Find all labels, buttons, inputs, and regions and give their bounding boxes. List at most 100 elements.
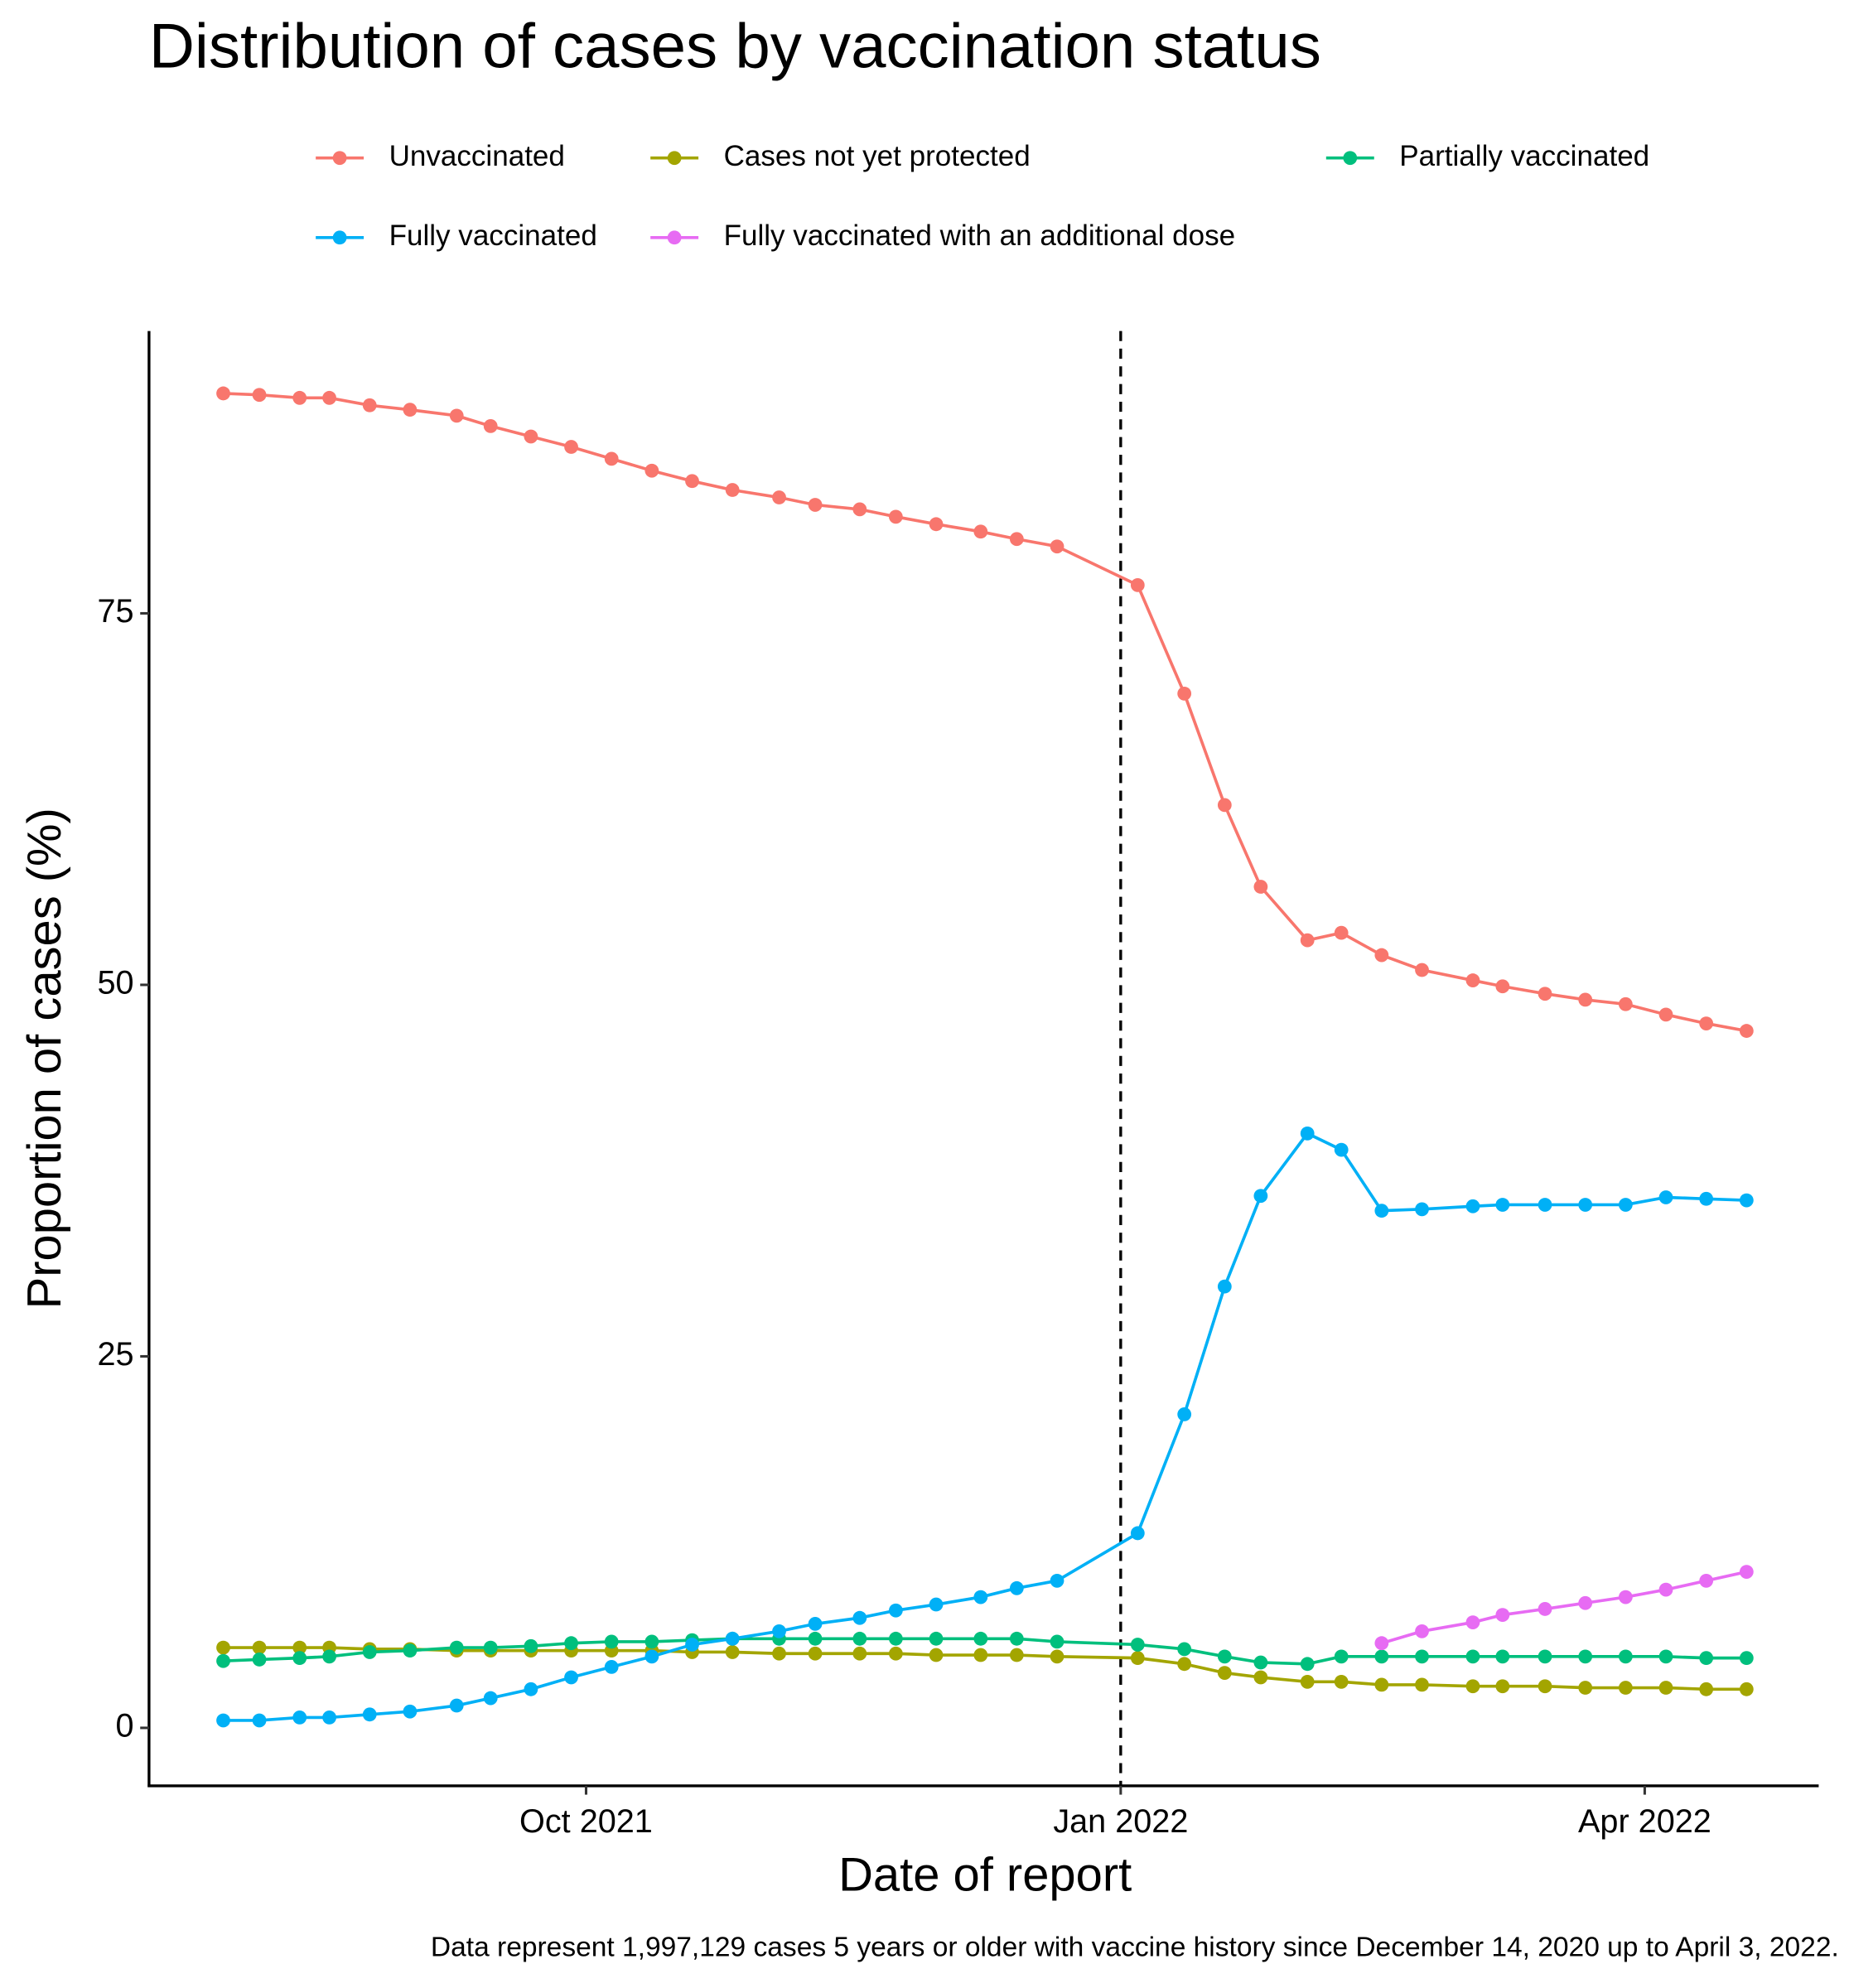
data-point	[322, 1649, 336, 1664]
data-point	[1618, 1198, 1633, 1212]
y-tick-label: 0	[116, 1707, 134, 1744]
data-point	[1374, 1649, 1389, 1664]
data-point	[252, 388, 267, 403]
data-point	[252, 1653, 267, 1667]
data-point	[1253, 1670, 1268, 1685]
data-point	[808, 1631, 823, 1646]
data-point	[929, 1648, 944, 1662]
data-point	[1465, 973, 1480, 987]
series-line	[223, 1132, 1747, 1722]
data-point	[1050, 539, 1065, 554]
data-point	[929, 1597, 944, 1612]
data-point	[1415, 1624, 1429, 1638]
data-point	[644, 463, 659, 478]
data-point	[483, 1691, 498, 1706]
legend-label: Fully vaccinated	[389, 220, 597, 252]
data-point	[362, 1707, 377, 1722]
data-point	[1177, 1657, 1192, 1672]
data-point	[1130, 1526, 1145, 1541]
data-point	[808, 498, 823, 512]
data-point	[644, 1649, 659, 1664]
data-point	[292, 1651, 307, 1666]
data-point	[1217, 1666, 1232, 1680]
data-point	[1578, 1681, 1593, 1695]
data-point	[1618, 1681, 1633, 1695]
data-point	[564, 1636, 578, 1651]
data-point	[1050, 1634, 1065, 1649]
data-point	[973, 1590, 988, 1604]
data-point	[1578, 1595, 1593, 1610]
data-point	[322, 390, 336, 405]
data-point	[1050, 1649, 1065, 1664]
data-point	[252, 1640, 267, 1655]
data-point	[1699, 1682, 1714, 1696]
data-point	[1538, 987, 1552, 1001]
y-tick-label: 25	[98, 1336, 134, 1373]
data-point	[1465, 1199, 1480, 1214]
x-axis-label: Date of report	[838, 1849, 1132, 1902]
data-point	[1415, 1649, 1429, 1664]
data-point	[644, 1634, 659, 1649]
data-point	[685, 474, 699, 489]
data-point	[449, 408, 464, 423]
data-point	[1374, 948, 1389, 963]
data-point	[216, 1640, 230, 1655]
data-point	[1334, 1142, 1349, 1157]
data-point	[1495, 1649, 1510, 1664]
data-point	[449, 1698, 464, 1713]
data-point	[1300, 933, 1315, 948]
data-point	[524, 429, 538, 444]
data-point	[292, 390, 307, 405]
data-point	[1177, 686, 1192, 701]
data-point	[1495, 1198, 1510, 1212]
data-point	[1217, 1649, 1232, 1664]
data-point	[403, 1704, 418, 1719]
data-point	[1618, 1590, 1633, 1604]
data-point	[929, 1631, 944, 1646]
x-tick-label: Apr 2022	[1578, 1803, 1711, 1840]
data-point	[888, 1646, 903, 1661]
data-point	[1495, 1608, 1510, 1622]
data-point	[524, 1682, 538, 1696]
series-line	[1381, 1570, 1747, 1645]
data-point	[1739, 1565, 1754, 1579]
series-line	[223, 392, 1747, 1033]
legend-label: Cases not yet protected	[724, 140, 1031, 172]
data-point	[1334, 925, 1349, 940]
data-point	[1415, 963, 1429, 977]
data-point	[1253, 1655, 1268, 1670]
data-point	[1538, 1649, 1552, 1664]
x-tick-label: Jan 2022	[1053, 1803, 1188, 1840]
data-point	[604, 1634, 619, 1649]
data-point	[1177, 1642, 1192, 1657]
data-point	[216, 1653, 230, 1668]
data-point	[852, 1631, 867, 1646]
data-point	[1465, 1679, 1480, 1694]
data-point	[1334, 1649, 1349, 1664]
data-point	[1253, 1189, 1268, 1204]
legend-label: Unvaccinated	[389, 140, 565, 172]
y-tick-label: 75	[98, 593, 134, 630]
data-point	[1374, 1677, 1389, 1692]
data-point	[1465, 1649, 1480, 1664]
data-point	[973, 1648, 988, 1662]
data-point	[1130, 1638, 1145, 1652]
data-point	[1538, 1198, 1552, 1212]
data-point	[1699, 1573, 1714, 1588]
data-point	[1130, 577, 1145, 592]
data-point	[1495, 1679, 1510, 1694]
data-point	[1009, 1580, 1024, 1595]
data-point	[1300, 1657, 1315, 1672]
legend-marker	[667, 230, 682, 245]
data-point	[1578, 1198, 1593, 1212]
data-point	[1739, 1682, 1754, 1696]
data-point	[852, 1610, 867, 1625]
data-point	[292, 1711, 307, 1725]
data-point	[888, 1603, 903, 1618]
data-point	[449, 1640, 464, 1655]
data-point	[1300, 1126, 1315, 1141]
legend-marker	[332, 151, 347, 166]
data-point	[1658, 1582, 1673, 1597]
data-point	[216, 386, 230, 401]
